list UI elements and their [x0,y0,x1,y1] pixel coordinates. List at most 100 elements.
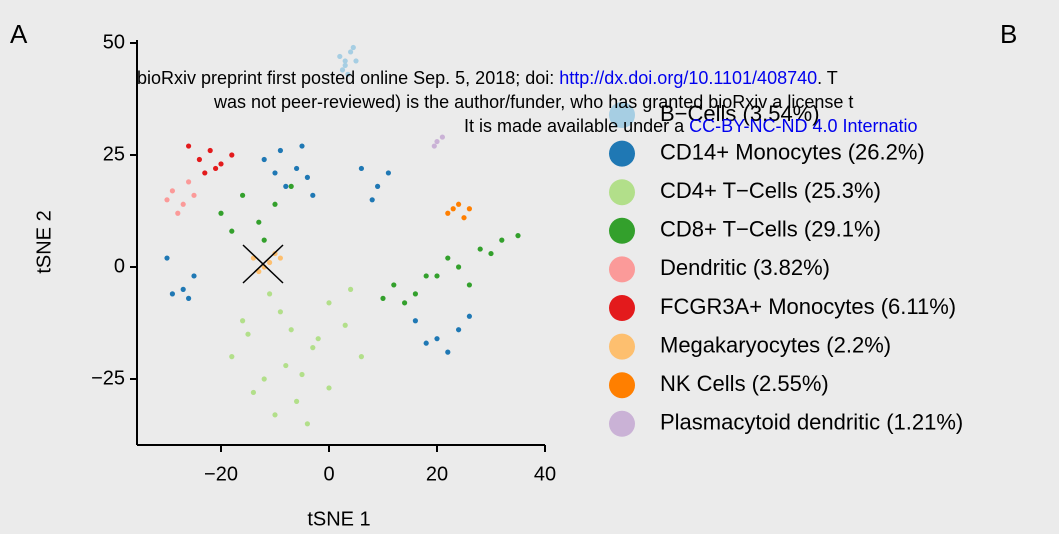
point [191,192,197,198]
point [277,309,283,315]
point [229,354,235,360]
point [261,237,267,243]
point [288,183,294,189]
point [218,210,224,216]
watermark-text: bioRxiv preprint first posted online Sep… [137,68,559,88]
point [180,201,186,207]
point [164,197,170,203]
point [169,291,175,297]
panel-label: B [1000,19,1017,49]
legend-label: CD8+ T−Cells (29.1%) [660,217,881,242]
point [342,58,348,64]
point [240,192,246,198]
point [477,246,483,252]
legend-swatch [609,217,635,244]
point [277,147,283,154]
point [245,331,251,337]
watermark-link[interactable]: http://dx.doi.org/10.1101/408740 [559,68,817,88]
legend-label: CD14+ Monocytes (26.2%) [660,139,925,164]
legend-swatch [609,256,635,283]
point [288,327,294,333]
point [434,336,440,342]
point [186,179,192,185]
point [261,156,267,163]
point [345,71,351,77]
legend-label: Megakaryocytes (2.2%) [660,332,891,357]
point [202,170,208,176]
point [191,273,197,279]
point [218,161,224,167]
point [175,210,181,216]
point [402,300,408,306]
point [207,147,213,154]
point [186,143,192,149]
point [213,165,219,172]
point [256,219,262,225]
point [180,286,186,292]
watermark-text: It is made available under a [464,116,689,136]
point [299,371,305,378]
point [358,165,364,172]
point [445,349,451,355]
point [277,255,283,261]
point [456,327,462,333]
point [466,313,472,319]
point [434,138,440,145]
point [515,233,521,239]
point [423,273,429,279]
point [310,192,316,198]
point [315,336,321,342]
point [456,201,462,207]
point [358,354,364,360]
y-tick-label: 25 [103,143,125,165]
point [456,264,462,270]
point [304,174,310,180]
point [267,291,273,297]
point [196,156,202,163]
watermark-line: It is made available under a CC-BY-NC-ND… [464,116,918,136]
legend-swatch [609,410,635,437]
point [229,228,235,234]
point [339,67,346,73]
point [450,206,456,212]
point [434,273,440,279]
point [391,282,397,288]
point [272,412,278,418]
point [380,295,386,301]
x-tick-label: 20 [426,463,448,485]
point [261,376,267,382]
watermark-line: was not peer-reviewed) is the author/fun… [213,92,853,112]
point [431,143,437,149]
watermark-link[interactable]: CC-BY-NC-ND 4.0 Internatio [689,116,917,136]
y-tick-label: 50 [103,31,125,53]
point [294,165,300,172]
point [283,183,289,189]
legend: B−Cells (3.54%) CD14+ Monocytes (26.2%) CD… [609,101,963,437]
legend-label: Plasmacytoid dendritic (1.21%) [660,410,963,435]
y-tick-label: −25 [91,367,125,389]
point [445,255,451,261]
point [342,322,348,328]
legend-swatch [609,179,635,206]
point [326,300,332,306]
point [488,250,494,257]
point [342,62,348,68]
point [466,282,472,288]
x-axis-title: tSNE 1 [307,508,370,530]
y-tick-label: 0 [114,255,125,277]
point [461,215,467,221]
point [348,49,354,55]
point [445,210,451,216]
point [250,389,256,396]
point [412,318,418,324]
point [272,170,278,176]
watermark-text: . T [817,68,838,88]
legend-label: FCGR3A+ Monocytes (6.11%) [660,294,956,319]
legend-label: B−Cells (3.54%) [660,101,820,126]
point [375,183,381,189]
point [186,295,192,301]
point [272,201,278,207]
point [350,44,356,51]
legend-label: Dendritic (3.82%) [660,255,830,280]
